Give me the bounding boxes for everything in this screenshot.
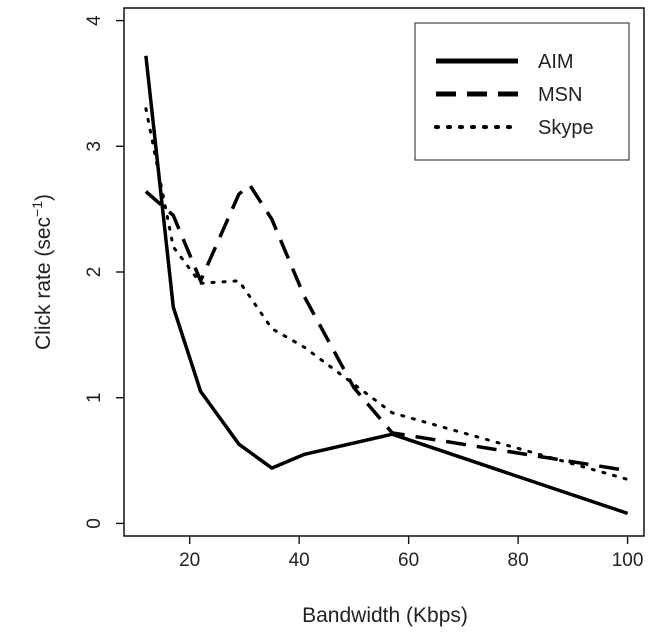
y-tick-label: 4 [84, 15, 105, 26]
y-axis-title-exponent: −1 [29, 201, 45, 217]
x-axis: 20 40 60 80 100 [179, 536, 643, 571]
series-line-msn [144, 183, 628, 473]
y-tick-label: 3 [84, 141, 105, 152]
x-tick-label: 40 [289, 550, 310, 571]
series-line-aim [144, 55, 629, 516]
x-tick-label: 80 [508, 550, 529, 571]
y-axis-title: Click rate (sec−1) [29, 194, 55, 350]
legend-box [414, 22, 630, 161]
x-tick-label: 20 [179, 550, 200, 571]
y-axis-title-main: Click rate (sec [32, 217, 55, 350]
legend-label-skype: Skype [538, 117, 594, 139]
x-tick-label: 100 [612, 550, 644, 571]
legend-label-aim: AIM [538, 51, 574, 73]
y-axis: 0 1 2 3 4 [84, 15, 124, 529]
series-line-skype [144, 107, 630, 481]
y-axis-title-close: ) [32, 194, 55, 201]
y-tick-label: 0 [84, 518, 105, 529]
series-layer [144, 55, 630, 516]
y-tick-label: 2 [84, 267, 105, 278]
x-tick-label: 60 [398, 550, 419, 571]
y-tick-label: 1 [84, 392, 105, 403]
legend-label-msn: MSN [538, 84, 582, 106]
x-axis-title: Bandwidth (Kbps) [302, 604, 468, 627]
legend: AIM MSN Skype [414, 22, 630, 161]
